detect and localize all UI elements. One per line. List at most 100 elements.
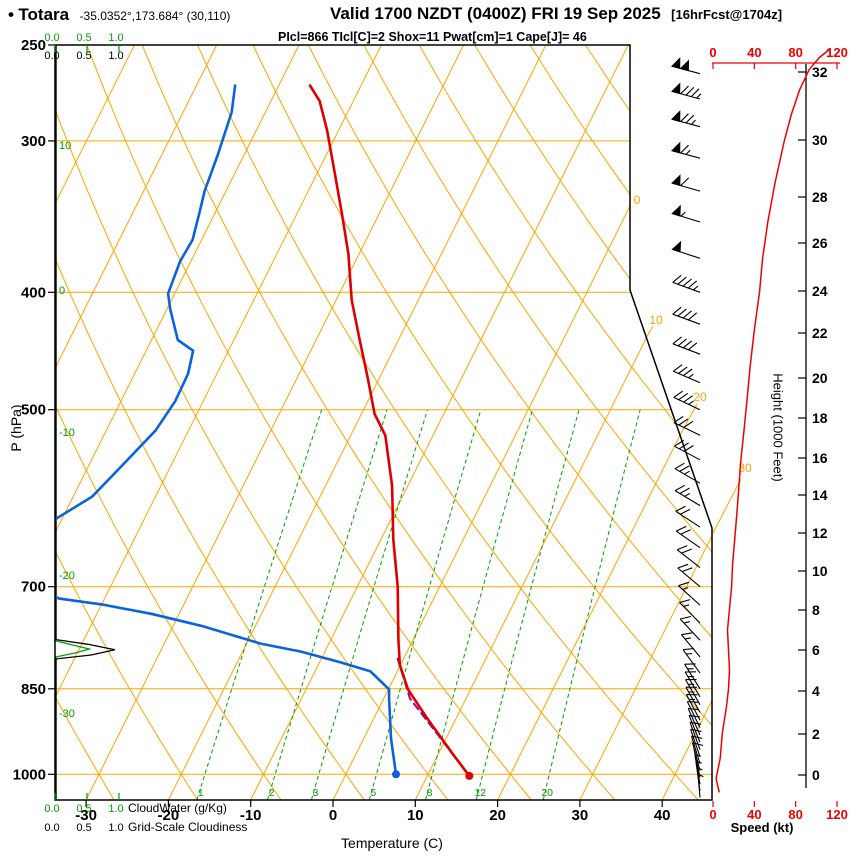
wind-barb	[671, 113, 701, 128]
cloudiness-scale-tick-top: 0.5	[76, 50, 91, 62]
cloudwater-scale-tick-bottom: 1.0	[108, 803, 123, 815]
speed-tick-label-bottom: 0	[709, 807, 716, 822]
surface-dewpoint-dot	[392, 770, 400, 779]
isotherm-label: 10	[649, 313, 663, 327]
valid-time: Valid 1700 NZDT (0400Z) FRI 19 Sep 2025	[330, 4, 661, 23]
wind-barb	[676, 545, 701, 569]
height-tick-label: 0	[812, 767, 820, 783]
isotherm-line	[497, 45, 712, 800]
isotherm-line	[55, 45, 300, 800]
height-tick-label: 10	[812, 563, 828, 579]
cloudwater-profile	[55, 45, 92, 800]
isotherm-label: 20	[693, 390, 707, 404]
grid-lines	[55, 45, 712, 800]
mixing-ratio-line	[425, 409, 533, 800]
wind-barb-pennant	[671, 240, 682, 253]
wind-barb	[680, 632, 701, 658]
isotherm-line	[55, 45, 382, 800]
cloudiness-scale-tick-bottom: 1.0	[108, 822, 123, 834]
dry-adiabat-line	[55, 45, 449, 800]
station-coords: -35.0352°,173.684° (30,110)	[79, 9, 231, 23]
wind-barb-pennant	[671, 110, 681, 122]
dry-adiabat-label: -20	[59, 570, 75, 582]
wind-barb	[682, 647, 701, 674]
wind-barbs	[671, 57, 704, 798]
mixing-ratio-label: 5	[370, 787, 376, 799]
isotherm-line	[250, 45, 629, 800]
dry-adiabat-line	[55, 45, 365, 800]
cloudiness-scale-label: Grid-Scale Cloudiness	[128, 820, 248, 834]
wind-barb	[675, 505, 701, 528]
height-tick-label: 26	[812, 235, 828, 251]
wind-barb	[684, 663, 701, 690]
cloud-profiles	[55, 45, 116, 800]
isotherm-line	[55, 45, 218, 800]
wind-barb	[673, 390, 701, 411]
mixing-ratio-label: 3	[312, 787, 318, 799]
mixing-ratio-line	[196, 409, 323, 800]
wind-barb	[685, 693, 701, 721]
wind-barb	[685, 686, 701, 713]
mixing-ratio-line	[368, 409, 482, 800]
surface-temp-dot	[465, 771, 474, 780]
mixing-ratio-label: 2	[269, 787, 275, 799]
wind-barb	[673, 416, 701, 436]
mixing-ratio-line	[475, 409, 580, 800]
cloudwater-scale-tick-bottom: 0.0	[44, 803, 59, 815]
dewpoint-curve	[55, 84, 398, 776]
isotherm-stub	[645, 325, 654, 339]
height-tick-label: 16	[812, 450, 828, 466]
speed-axis-title: Speed (kt)	[730, 820, 794, 835]
wind-barb	[674, 484, 701, 507]
wind-speed-curve	[715, 49, 830, 793]
height-tick-label: 12	[812, 525, 828, 541]
speed-tick-label-top: 40	[747, 45, 761, 60]
wind-barb	[671, 85, 702, 100]
wind-barb	[687, 707, 701, 736]
wind-barb-pennant	[671, 174, 681, 186]
isotherm-label: 0	[634, 193, 641, 207]
height-tick-label: 2	[812, 726, 820, 742]
dry-adiabat-line	[86, 45, 532, 800]
wind-barb-pennant	[671, 141, 681, 154]
dry-adiabat-line	[55, 45, 199, 800]
temperature-tick-label: -10	[240, 807, 262, 824]
isotherm-line	[579, 45, 712, 800]
cloudiness-scale-tick-top: 0.0	[44, 50, 59, 62]
wind-barb	[672, 336, 701, 355]
dry-adiabat-line	[363, 45, 712, 800]
isotherm-stub	[679, 403, 698, 436]
dry-adiabat-line	[141, 45, 616, 800]
temperature-tick-label: 30	[572, 807, 589, 824]
forecast-tag: [16hrFcst@1704z]	[671, 7, 783, 22]
speed-tick-label-top: 120	[826, 45, 848, 60]
wind-barb-pennant	[671, 57, 690, 72]
height-tick-label: 32	[812, 64, 828, 80]
mixing-ratio-line	[267, 409, 388, 800]
mixing-ratio-label: 20	[541, 787, 553, 799]
dry-adiabat-label: 0	[59, 285, 65, 297]
mixing-ratio-label: 12	[474, 787, 486, 799]
height-tick-label: 28	[812, 189, 828, 205]
temperature-tick-label: 0	[329, 807, 337, 824]
temperature-curve	[308, 84, 471, 778]
valid-time-header: Valid 1700 NZDT (0400Z) FRI 19 Sep 2025 …	[330, 4, 782, 24]
cloudiness-scale-tick-top: 1.0	[108, 50, 123, 62]
dry-adiabat-line	[418, 45, 712, 800]
wind-barb	[672, 306, 701, 325]
wind-barb	[679, 615, 701, 641]
speed-tick-label-top: 80	[788, 45, 802, 60]
height-tick-label: 20	[812, 370, 828, 386]
height-tick-label: 6	[812, 642, 820, 658]
dry-adiabat-line	[474, 45, 712, 800]
cloudiness-scale-tick-bottom: 0.5	[76, 822, 91, 834]
speed-tick-label-bottom: 120	[826, 807, 848, 822]
mixing-ratio-line	[310, 409, 428, 800]
pressure-tick-label: 850	[21, 681, 46, 698]
isotherm-stub	[712, 478, 742, 534]
wind-barb-pennant	[671, 82, 681, 95]
isotherm-label: 30	[738, 461, 752, 475]
height-tick-label: 18	[812, 410, 828, 426]
cloudiness-scale-tick-bottom: 0.0	[44, 822, 59, 834]
